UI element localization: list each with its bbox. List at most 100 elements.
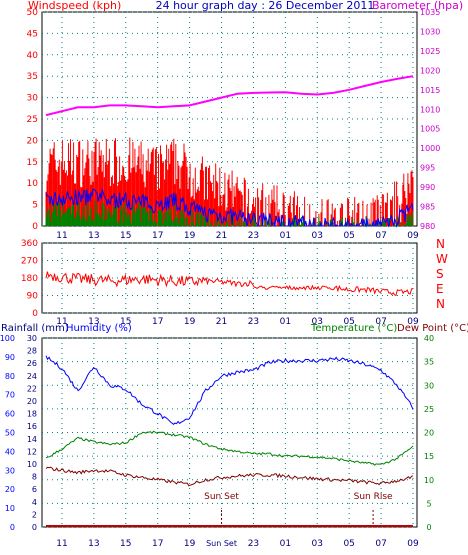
dir-tick-label: 270 xyxy=(21,257,38,267)
dir-tick-label: 180 xyxy=(21,274,38,284)
temperature-tick-label: 15 xyxy=(424,452,434,461)
baro-tick-label: 985 xyxy=(420,203,435,212)
humidity-axis-title: Humidity (%) xyxy=(66,323,132,334)
baro-tick-label: 980 xyxy=(420,222,435,231)
rain-tick-label: 20 xyxy=(27,397,37,406)
humidity-tick-label: 10 xyxy=(5,504,15,513)
humidity-tick-label: 70 xyxy=(5,391,15,400)
thum-x-tick-label: 17 xyxy=(152,539,163,549)
dir-x-tick-label: 09 xyxy=(407,317,419,327)
wind-x-tick-label: 05 xyxy=(343,231,354,241)
thum-x-tick-label: 03 xyxy=(312,539,323,549)
rain-tick-label: 6 xyxy=(32,485,37,494)
wind-tick-label: 5 xyxy=(32,201,38,211)
wind-tick-label: 35 xyxy=(27,72,38,82)
rain-tick-label: 10 xyxy=(27,460,37,469)
wind-x-tick-label: 19 xyxy=(184,231,196,241)
dewpoint-series xyxy=(45,466,414,487)
rain-tick-label: 4 xyxy=(32,498,37,507)
dir-x-tick-label: 11 xyxy=(56,317,67,327)
wind-tick-label: 25 xyxy=(27,115,38,125)
temperature-tick-label: 10 xyxy=(424,476,434,485)
humidity-tick-label: 40 xyxy=(5,447,15,456)
rain-tick-label: 12 xyxy=(27,447,37,456)
dir-x-tick-label: 23 xyxy=(248,317,259,327)
baro-tick-label: 995 xyxy=(420,164,435,173)
wind-x-tick-label: 15 xyxy=(120,231,131,241)
rain-tick-label: 22 xyxy=(27,384,37,393)
thum-x-tick-label: 15 xyxy=(120,539,131,549)
dir-tick-label: 360 xyxy=(21,239,38,249)
humidity-tick-label: 90 xyxy=(5,353,15,362)
thum-x-tick-label: 01 xyxy=(280,539,291,549)
wind-tick-label: 15 xyxy=(27,158,38,168)
barometer-series xyxy=(45,75,414,117)
temperature-tick-label: 30 xyxy=(424,381,434,390)
wind-x-tick-label: 21 xyxy=(216,231,227,241)
wind-average-series xyxy=(45,188,414,228)
wind-direction-series xyxy=(45,271,414,297)
dir-x-tick-label: 01 xyxy=(280,317,291,327)
compass-label: E xyxy=(436,282,444,296)
rain-tick-label: 8 xyxy=(32,473,37,482)
wind-x-tick-label: 01 xyxy=(280,231,291,241)
thum-x-tick-label: 19 xyxy=(184,539,196,549)
rain-tick-label: 2 xyxy=(32,510,37,519)
temperature-series xyxy=(45,430,414,466)
baro-tick-label: 1035 xyxy=(420,8,440,17)
rainfall-axis-title: Rainfall (mm) xyxy=(1,323,69,334)
graph-title: 24 hour graph day : 26 December 2011 xyxy=(156,0,375,12)
compass-label: N xyxy=(436,237,445,251)
wind-tick-label: 45 xyxy=(27,29,38,39)
humidity-tick-label: 50 xyxy=(5,429,15,438)
windspeed-axis-title: Windspeed (kph) xyxy=(28,0,121,12)
baro-tick-label: 1020 xyxy=(420,66,440,75)
dir-x-tick-label: 13 xyxy=(88,317,99,327)
rain-tick-label: 14 xyxy=(27,435,37,444)
temperature-tick-label: 0 xyxy=(426,523,431,532)
thum-x-tick-label: 13 xyxy=(88,539,99,549)
humidity-tick-label: 30 xyxy=(5,466,15,475)
humidity-tick-label: 100 xyxy=(0,334,15,343)
rain-tick-label: 30 xyxy=(27,334,37,343)
wind-barometer-panel: 5045403530252015105010351030102510201015… xyxy=(27,8,441,241)
rain-tick-label: 26 xyxy=(27,359,37,368)
wind-tick-label: 20 xyxy=(27,136,39,146)
baro-tick-label: 1005 xyxy=(420,125,440,134)
dewpoint-axis-title: Dew Point (°C) xyxy=(397,323,468,334)
humidity-tick-label: 60 xyxy=(5,410,15,419)
wind-x-tick-label: 11 xyxy=(56,231,67,241)
thum-x-tick-label: Sun Set xyxy=(206,539,237,548)
wind-x-tick-label: 17 xyxy=(152,231,163,241)
compass-label: S xyxy=(436,267,444,281)
thum-x-tick-label: 05 xyxy=(343,539,354,549)
humidity-tick-label: 80 xyxy=(5,372,15,381)
dir-x-tick-label: 15 xyxy=(120,317,131,327)
rain-tick-label: 18 xyxy=(27,410,37,419)
wind-x-tick-label: 13 xyxy=(88,231,99,241)
compass-label: W xyxy=(436,252,448,266)
wind-x-tick-label: 07 xyxy=(375,231,386,241)
dir-x-tick-label: 19 xyxy=(184,317,196,327)
temperature-tick-label: 20 xyxy=(424,429,434,438)
baro-tick-label: 990 xyxy=(420,183,435,192)
dir-frame xyxy=(41,242,418,314)
wind-x-tick-label: 03 xyxy=(312,231,323,241)
humidity-tick-label: 0 xyxy=(10,523,15,532)
rain-tick-label: 24 xyxy=(27,372,37,381)
wind-tick-label: 40 xyxy=(27,51,39,61)
dir-x-tick-label: 21 xyxy=(216,317,227,327)
wind-x-tick-label: 23 xyxy=(248,231,259,241)
baro-tick-label: 1000 xyxy=(420,144,440,153)
thum-x-tick-label: 09 xyxy=(407,539,419,549)
wind-tick-label: 10 xyxy=(27,179,39,189)
rain-tick-label: 16 xyxy=(27,422,37,431)
dir-x-tick-label: 07 xyxy=(375,317,386,327)
dir-tick-label: 90 xyxy=(27,292,39,302)
dir-x-tick-label: 05 xyxy=(343,317,354,327)
dir-x-tick-label: 17 xyxy=(152,317,163,327)
baro-tick-label: 1025 xyxy=(420,47,440,56)
rain-tick-label: 28 xyxy=(27,347,37,356)
